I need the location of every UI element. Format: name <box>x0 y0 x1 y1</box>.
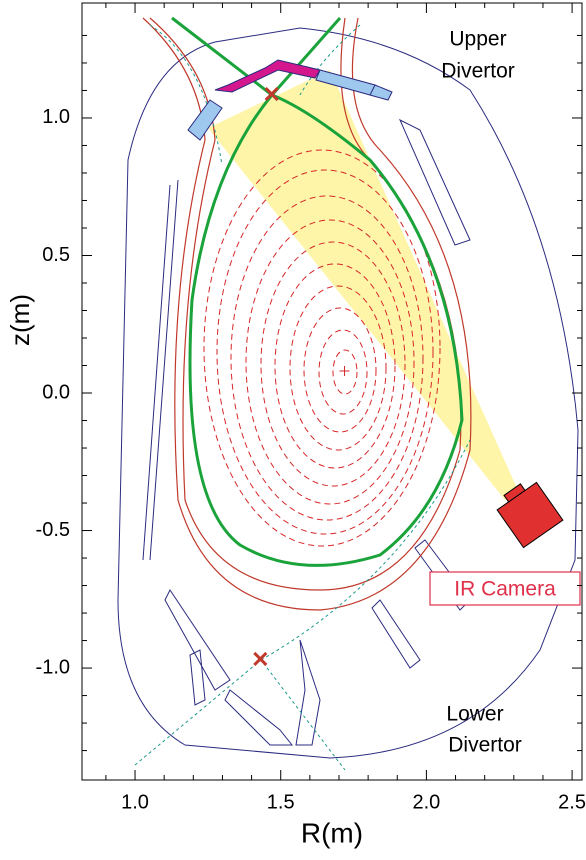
magnetic-axis <box>340 366 350 376</box>
inner-wall <box>143 180 178 560</box>
x-point <box>254 653 266 665</box>
y-tick-label: -0.5 <box>36 519 70 541</box>
x-tick-label: 2.5 <box>558 791 586 813</box>
annotation: Upper <box>449 28 506 51</box>
page: {"chart_data": {"type": "scatter", "x_la… <box>0 0 586 860</box>
y-tick-label: 0.5 <box>42 244 70 266</box>
x-tick-label: 1.5 <box>267 791 295 813</box>
annotation: Divertor <box>448 734 522 757</box>
y-tick-label: 0.0 <box>42 381 70 403</box>
y-tick-label: 1.0 <box>42 106 70 128</box>
annotation: Lower <box>446 703 503 726</box>
annotation: IR Camera <box>454 578 556 601</box>
camera-view <box>208 70 520 500</box>
x-axis-label: R(m) <box>301 817 363 848</box>
x-tick-label: 2.0 <box>412 791 440 813</box>
x-tick-label: 1.0 <box>121 791 149 813</box>
annotation: Divertor <box>441 60 515 83</box>
y-tick-label: -1.0 <box>36 656 70 678</box>
chart: IR Camera Upper Divertor Lower Divertor … <box>0 0 586 860</box>
y-axis-label: z(m) <box>5 294 35 346</box>
